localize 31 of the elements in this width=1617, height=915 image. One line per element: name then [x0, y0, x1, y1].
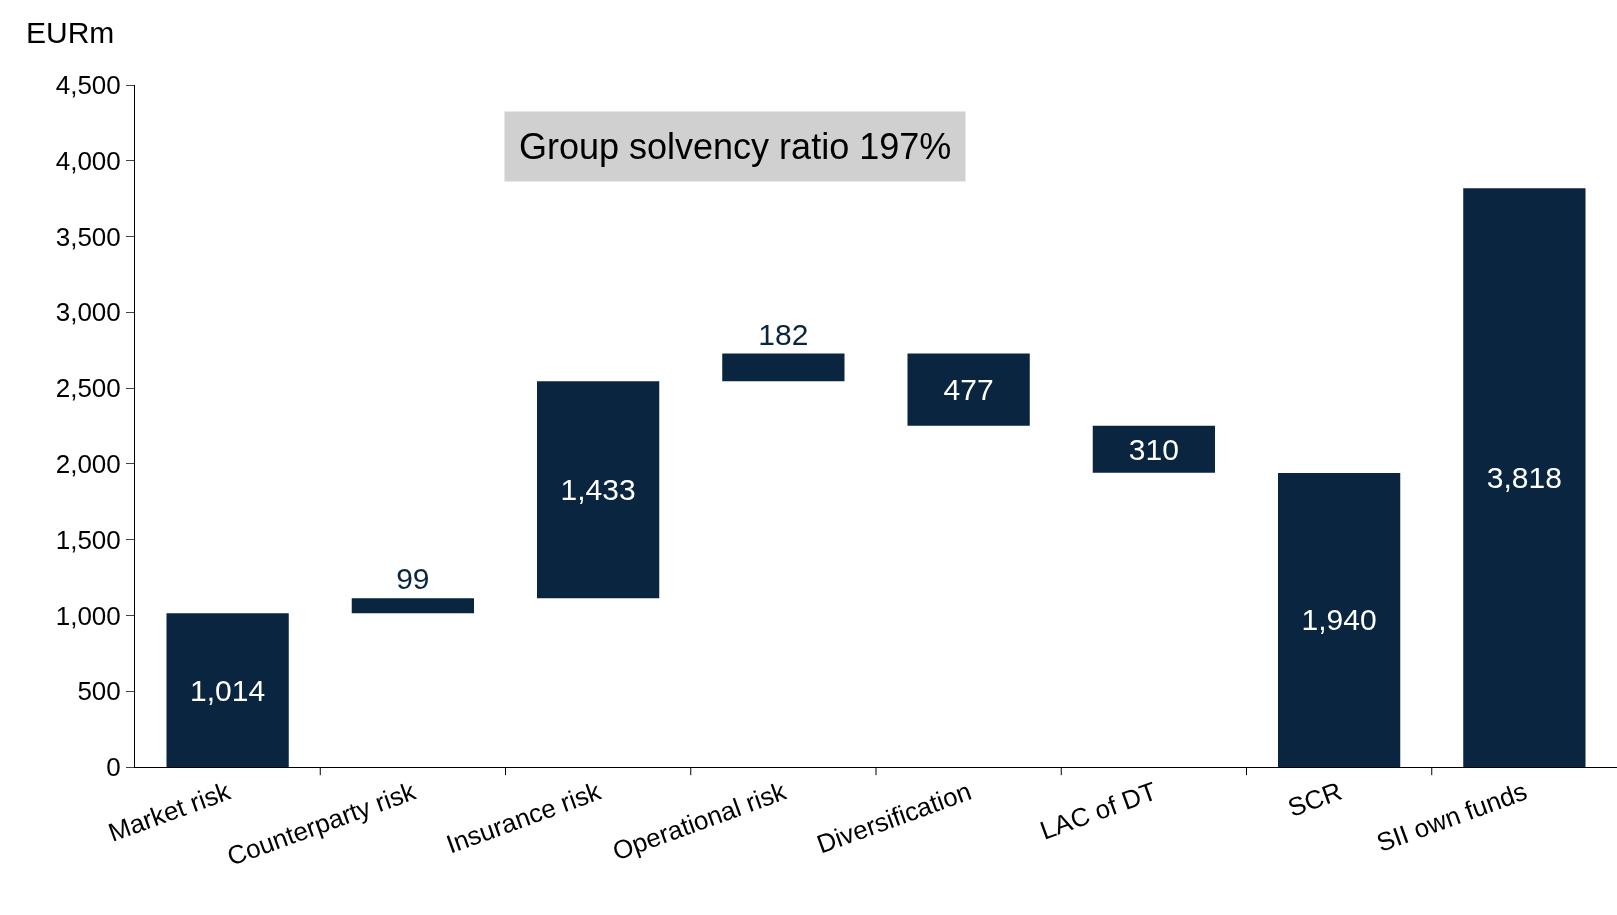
x-tick-label: LAC of DT [1036, 775, 1161, 846]
bar [1277, 472, 1401, 767]
bar [351, 598, 475, 614]
y-tick-label: 4,000 [55, 145, 121, 176]
y-tick-label: 3,500 [55, 221, 121, 252]
y-tick-label: 1,500 [55, 524, 121, 555]
y-tick-label: 4,500 [55, 70, 121, 101]
y-tick-label: 1,000 [55, 600, 121, 631]
y-tick-label: 3,000 [55, 297, 121, 328]
data-label: 99 [396, 562, 430, 596]
annotation: Group solvency ratio 197% [519, 126, 952, 167]
data-label: 1,940 [1301, 603, 1377, 637]
data-label: 477 [943, 373, 994, 407]
data-label: 182 [758, 317, 809, 351]
y-tick-label: 500 [77, 676, 121, 707]
bar [722, 353, 845, 382]
bar [907, 353, 1030, 426]
y-axis-title: EURm [26, 16, 115, 49]
data-label: 1,014 [190, 673, 266, 707]
x-tick-label: SCR [1283, 775, 1346, 823]
bar [166, 613, 289, 767]
y-tick-label: 0 [106, 752, 121, 783]
data-label: 1,433 [560, 473, 636, 507]
bar [1463, 188, 1586, 767]
y-tick-label: 2,000 [55, 448, 121, 479]
data-label: 310 [1128, 432, 1179, 466]
y-tick-label: 2,500 [55, 373, 121, 404]
data-label: 3,818 [1486, 461, 1562, 495]
bar [1092, 425, 1216, 473]
x-tick-label: SII own funds [1372, 775, 1531, 858]
bar [536, 381, 660, 599]
